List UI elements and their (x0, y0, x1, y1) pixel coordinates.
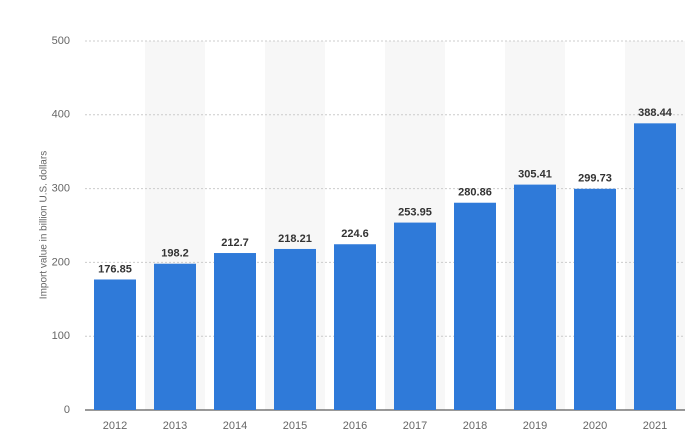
bar (274, 248, 316, 410)
y-axis-label: Import value in billion U.S. dollars (39, 151, 50, 299)
data-label: 212.7 (221, 237, 249, 249)
x-tick-label: 2017 (403, 420, 427, 432)
bar (94, 279, 136, 410)
x-tick-label: 2016 (343, 420, 367, 432)
bar (214, 253, 256, 410)
x-tick-label: 2012 (103, 420, 127, 432)
y-tick-label: 300 (52, 183, 70, 195)
data-label: 253.95 (398, 206, 432, 218)
y-tick-label: 400 (52, 109, 70, 121)
data-label: 218.21 (278, 233, 312, 245)
data-label: 224.6 (341, 228, 369, 240)
y-tick-label: 500 (52, 35, 70, 47)
data-label: 305.41 (518, 169, 552, 181)
x-tick-label: 2020 (583, 420, 607, 432)
data-label: 198.2 (161, 248, 189, 260)
bar (574, 188, 616, 410)
data-label: 388.44 (638, 107, 673, 119)
data-label: 280.86 (458, 187, 492, 199)
x-tick-label: 2013 (163, 420, 187, 432)
bar (394, 222, 436, 410)
x-tick-label: 2018 (463, 420, 487, 432)
bar (154, 263, 196, 410)
x-tick-label: 2021 (643, 420, 667, 432)
x-tick-label: 2014 (223, 420, 247, 432)
bar (634, 123, 676, 410)
x-tick-label: 2019 (523, 420, 547, 432)
y-tick-label: 200 (52, 256, 70, 268)
bar (514, 184, 556, 410)
y-tick-label: 100 (52, 330, 70, 342)
data-label: 176.85 (98, 263, 132, 275)
x-tick-label: 2015 (283, 420, 307, 432)
bar (454, 202, 496, 410)
data-label: 299.73 (578, 173, 612, 185)
bar (334, 244, 376, 410)
y-tick-label: 0 (64, 404, 70, 416)
